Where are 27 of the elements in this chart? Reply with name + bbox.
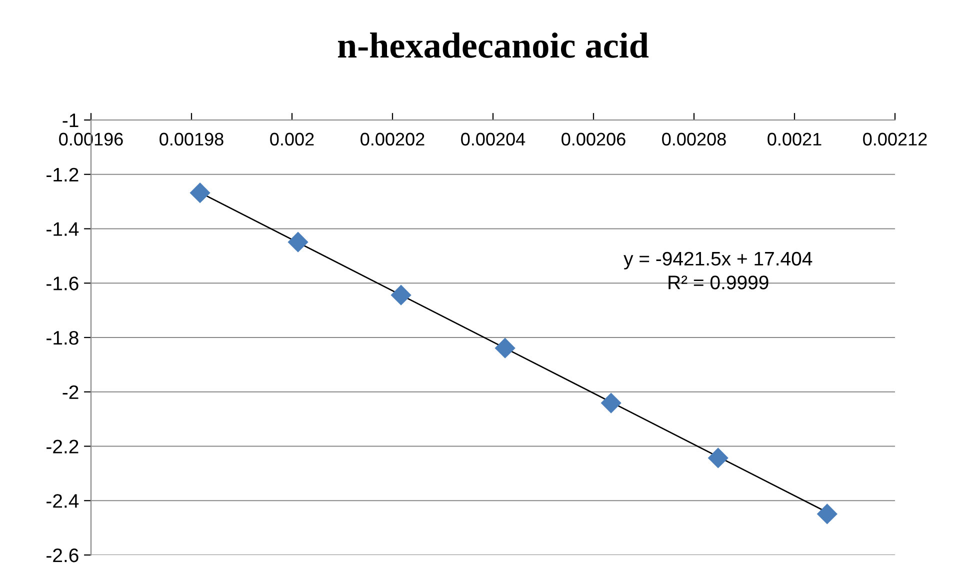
x-tick-label: 0.002 [270,132,314,146]
x-tick-label: 0.0021 [768,132,822,146]
point [190,182,210,204]
point [816,504,838,524]
annotation: y = -9421.5x + 17.404 R² = 0.9999 [624,252,812,290]
x-tick-label: 0.00206 [562,132,626,146]
x-tick-label: 0.00204 [461,132,526,146]
point [708,448,728,468]
chart-title: n-hexadecanoic acid [338,32,649,58]
x-tick-label: 0.00208 [662,132,726,146]
point [600,392,622,414]
x-tick-label: 0.00198 [160,132,224,146]
x-tick-label: 0.00212 [863,132,927,146]
point [390,284,412,306]
y-tick-label: -1.2 [46,168,78,182]
y-tick-label: -2 [62,385,78,399]
point [288,232,308,252]
y-tick-label: -1.4 [46,222,79,236]
x-tick-label: 0.00196 [59,132,123,146]
y-tick-label: -2.2 [46,440,78,454]
y-tick-label: -1 [62,114,78,128]
y-tick-label: -2.4 [46,494,79,508]
y-tick-label: -1.8 [46,330,78,345]
y-tick-label: -2.6 [46,548,78,562]
x-tick-label: 0.00202 [360,132,424,146]
y-tick-label: -1.6 [46,276,78,290]
point [494,338,516,358]
